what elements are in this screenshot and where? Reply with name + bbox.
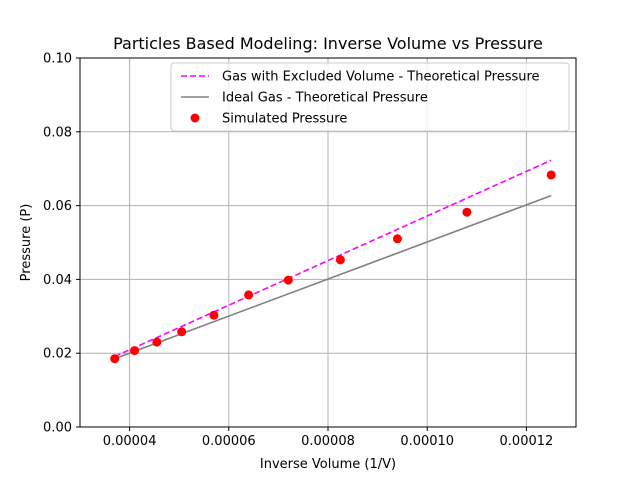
x-axis-label: Inverse Volume (1/V)	[260, 457, 396, 472]
legend-label: Ideal Gas - Theoretical Pressure	[222, 91, 428, 106]
series-line-1	[114, 194, 552, 360]
y-tick-label: 0.08	[43, 125, 72, 140]
y-tick-label: 0.10	[43, 52, 72, 67]
scatter-point	[283, 275, 293, 285]
y-tick-label: 0.02	[43, 347, 72, 362]
plot-series	[110, 159, 556, 364]
legend: Gas with Excluded Volume - Theoretical P…	[170, 62, 570, 132]
scatter-point	[152, 337, 162, 347]
scatter-point	[335, 255, 345, 265]
scatter-point	[546, 170, 556, 180]
scatter-point	[244, 290, 254, 300]
series-line-0	[114, 159, 552, 358]
scatter-point	[177, 327, 187, 337]
x-tick-label: 0.00012	[500, 434, 554, 449]
legend-label: Gas with Excluded Volume - Theoretical P…	[222, 70, 540, 85]
y-tick-label: 0.00	[43, 421, 72, 436]
legend-marker-swatch	[190, 113, 200, 123]
y-tick-label: 0.06	[43, 199, 72, 214]
legend-box	[170, 62, 570, 132]
scatter-point	[392, 234, 402, 244]
y-axis-label: Pressure (P)	[19, 204, 34, 282]
scatter-point	[209, 310, 219, 320]
x-tick-label: 0.00008	[301, 434, 355, 449]
scatter-point	[130, 346, 140, 356]
legend-label: Simulated Pressure	[222, 112, 347, 127]
x-tick-label: 0.00010	[400, 434, 454, 449]
scatter-point	[110, 354, 120, 364]
x-tick-label: 0.00004	[103, 434, 157, 449]
y-tick-label: 0.04	[43, 273, 72, 288]
x-tick-label: 0.00006	[202, 434, 256, 449]
scatter-point	[462, 207, 472, 217]
axis-ticks: 0.00004 0.00006 0.00008 0.00010 0.00012 0.00 0…	[43, 52, 553, 450]
chart-title: Particles Based Modeling: Inverse Volume…	[113, 34, 543, 53]
